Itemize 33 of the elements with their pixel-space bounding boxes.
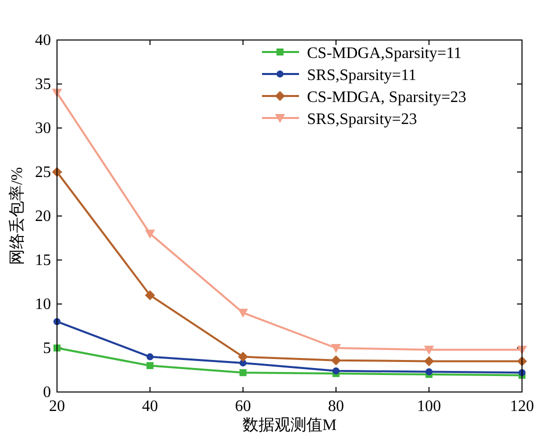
point bbox=[238, 352, 248, 362]
x-tick-label: 120 bbox=[510, 398, 534, 415]
point bbox=[146, 353, 154, 360]
legend-label: CS-MDGA,Sparsity=11 bbox=[307, 45, 462, 62]
legend-label: SRS,Sparsity=23 bbox=[307, 111, 417, 128]
point bbox=[332, 367, 340, 374]
legend-label: CS-MDGA, Sparsity=23 bbox=[307, 89, 466, 106]
y-tick-label: 35 bbox=[35, 76, 51, 93]
x-tick-label: 100 bbox=[417, 398, 441, 415]
point bbox=[331, 344, 341, 353]
point bbox=[424, 346, 434, 355]
point bbox=[426, 368, 432, 376]
y-tick-label: 30 bbox=[35, 120, 51, 137]
x-axis-title: 数据观测值M bbox=[242, 417, 337, 434]
point bbox=[145, 230, 155, 239]
legend-label: SRS,Sparsity=11 bbox=[307, 67, 416, 84]
y-tick-label: 15 bbox=[35, 252, 51, 269]
point bbox=[146, 362, 154, 370]
point bbox=[424, 356, 434, 366]
y-tick-label: 40 bbox=[35, 32, 51, 49]
y-tick-label: 10 bbox=[35, 296, 51, 313]
x-tick-label: 60 bbox=[235, 398, 251, 415]
point bbox=[240, 369, 246, 376]
x-tick-label: 40 bbox=[142, 398, 158, 415]
point bbox=[238, 308, 248, 318]
y-tick-label: 25 bbox=[35, 164, 51, 181]
point bbox=[145, 290, 155, 300]
y-tick-label: 0 bbox=[43, 384, 51, 401]
y-tick-label: 20 bbox=[35, 208, 51, 225]
x-tick-label: 80 bbox=[328, 398, 344, 415]
point bbox=[331, 355, 341, 366]
y-axis-title: 网络丢包率/% bbox=[8, 167, 26, 265]
y-tick-label: 5 bbox=[43, 340, 51, 357]
